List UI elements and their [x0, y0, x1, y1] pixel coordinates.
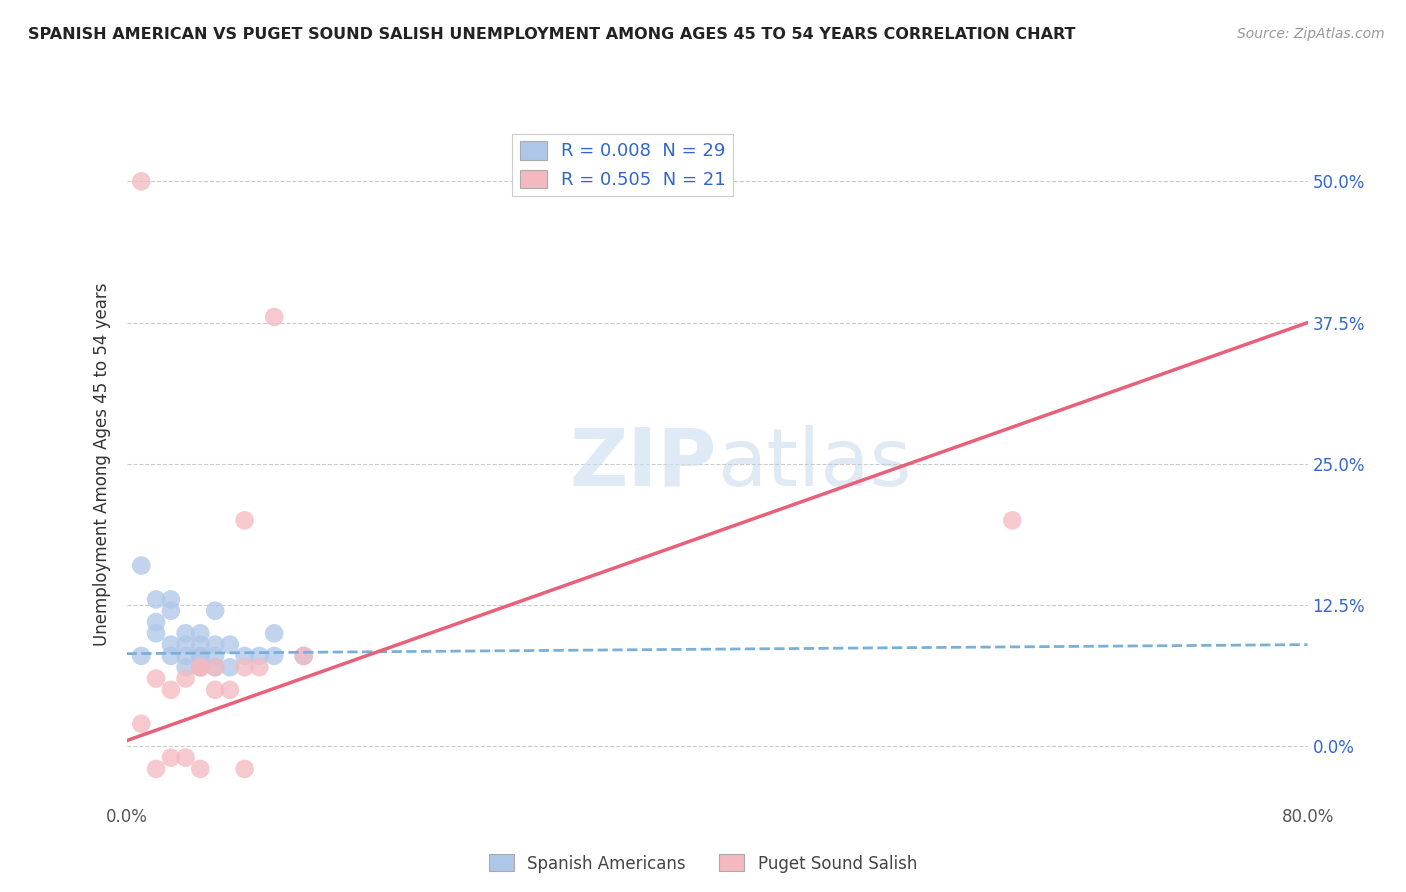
Point: [1001, 513, 1024, 527]
Point: [188, 762, 211, 776]
Point: [188, 660, 211, 674]
Y-axis label: Unemployment Among Ages 45 to 54 years: Unemployment Among Ages 45 to 54 years: [93, 282, 111, 646]
Point: [129, 716, 153, 731]
Point: [204, 660, 226, 674]
Point: [263, 648, 285, 663]
Text: atlas: atlas: [717, 425, 911, 503]
Point: [145, 762, 167, 776]
Point: [188, 648, 211, 663]
Point: [219, 638, 242, 652]
Point: [204, 660, 226, 674]
Point: [174, 638, 197, 652]
Legend: R = 0.008  N = 29, R = 0.505  N = 21: R = 0.008 N = 29, R = 0.505 N = 21: [512, 134, 733, 196]
Point: [145, 592, 167, 607]
Point: [263, 626, 285, 640]
Point: [204, 648, 226, 663]
Text: ZIP: ZIP: [569, 425, 717, 503]
Point: [188, 648, 211, 663]
Point: [174, 672, 197, 686]
Text: Source: ZipAtlas.com: Source: ZipAtlas.com: [1237, 27, 1385, 41]
Point: [219, 660, 242, 674]
Point: [233, 513, 256, 527]
Point: [145, 672, 167, 686]
Point: [174, 648, 197, 663]
Point: [159, 750, 183, 764]
Point: [159, 648, 183, 663]
Point: [263, 310, 285, 324]
Point: [247, 648, 270, 663]
Point: [204, 638, 226, 652]
Point: [174, 626, 197, 640]
Point: [233, 648, 256, 663]
Point: [188, 660, 211, 674]
Point: [292, 648, 315, 663]
Point: [204, 682, 226, 697]
Point: [219, 682, 242, 697]
Point: [233, 762, 256, 776]
Point: [174, 750, 197, 764]
Point: [129, 648, 153, 663]
Point: [159, 682, 183, 697]
Legend: Spanish Americans, Puget Sound Salish: Spanish Americans, Puget Sound Salish: [482, 847, 924, 880]
Point: [174, 660, 197, 674]
Point: [145, 626, 167, 640]
Point: [188, 626, 211, 640]
Point: [159, 604, 183, 618]
Point: [233, 660, 256, 674]
Text: SPANISH AMERICAN VS PUGET SOUND SALISH UNEMPLOYMENT AMONG AGES 45 TO 54 YEARS CO: SPANISH AMERICAN VS PUGET SOUND SALISH U…: [28, 27, 1076, 42]
Point: [188, 638, 211, 652]
Point: [292, 648, 315, 663]
Point: [129, 558, 153, 573]
Point: [204, 604, 226, 618]
Point: [129, 174, 153, 188]
Point: [159, 592, 183, 607]
Point: [159, 638, 183, 652]
Point: [145, 615, 167, 629]
Point: [247, 660, 270, 674]
Point: [188, 660, 211, 674]
